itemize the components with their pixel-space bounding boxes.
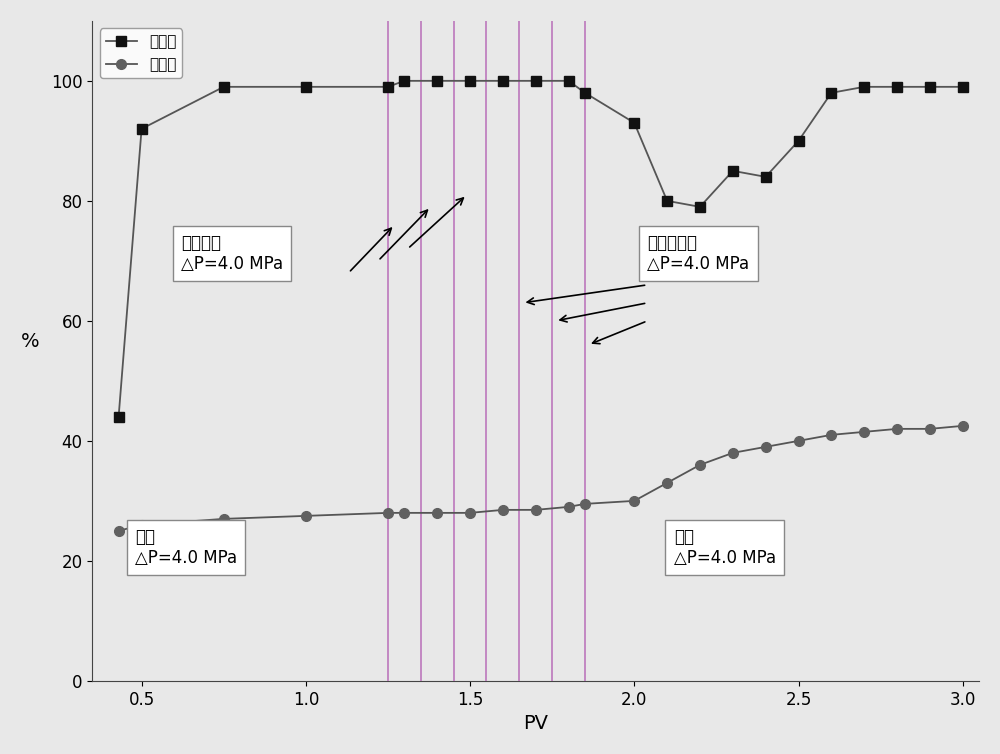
含水率 [431,76,443,85]
采出率 [694,461,706,470]
采出率 [793,437,805,446]
采出率 [464,508,476,517]
含水率 [530,76,542,85]
Text: 水驱
△P=4.0 MPa: 水驱 △P=4.0 MPa [674,528,776,567]
采出率 [858,428,870,437]
含水率 [579,88,591,97]
采出率 [891,425,903,434]
Line: 含水率: 含水率 [114,76,968,421]
采出率 [530,505,542,514]
采出率 [113,526,125,535]
采出率 [497,505,509,514]
Line: 采出率: 采出率 [114,421,968,536]
含水率 [218,82,230,91]
含水率 [300,82,312,91]
采出率 [431,508,443,517]
采出率 [300,511,312,520]
采出率 [628,496,640,505]
含水率 [113,412,125,421]
含水率 [628,118,640,127]
含水率 [497,76,509,85]
含水率 [464,76,476,85]
采出率 [398,508,410,517]
含水率 [825,88,837,97]
含水率 [661,196,673,205]
含水率 [891,82,903,91]
含水率 [924,82,936,91]
采出率 [136,520,148,529]
Y-axis label: %: % [21,332,39,351]
采出率 [661,478,673,487]
含水率 [858,82,870,91]
含水率 [136,124,148,133]
采出率 [579,499,591,508]
含水率 [760,173,772,182]
采出率 [825,431,837,440]
含水率 [727,167,739,176]
采出率 [563,502,575,511]
Text: 活性剂驱
△P=4.0 MPa: 活性剂驱 △P=4.0 MPa [181,234,283,273]
采出率 [218,514,230,523]
含水率 [563,76,575,85]
Legend: 含水率, 采出率: 含水率, 采出率 [100,29,182,78]
含水率 [793,136,805,146]
Text: 水驱
△P=4.0 MPa: 水驱 △P=4.0 MPa [135,528,237,567]
采出率 [957,421,969,431]
Text: 二氧化碳驱
△P=4.0 MPa: 二氧化碳驱 △P=4.0 MPa [647,234,750,273]
采出率 [727,449,739,458]
采出率 [924,425,936,434]
含水率 [398,76,410,85]
采出率 [760,443,772,452]
X-axis label: PV: PV [523,714,548,733]
含水率 [957,82,969,91]
采出率 [382,508,394,517]
含水率 [694,202,706,211]
含水率 [382,82,394,91]
